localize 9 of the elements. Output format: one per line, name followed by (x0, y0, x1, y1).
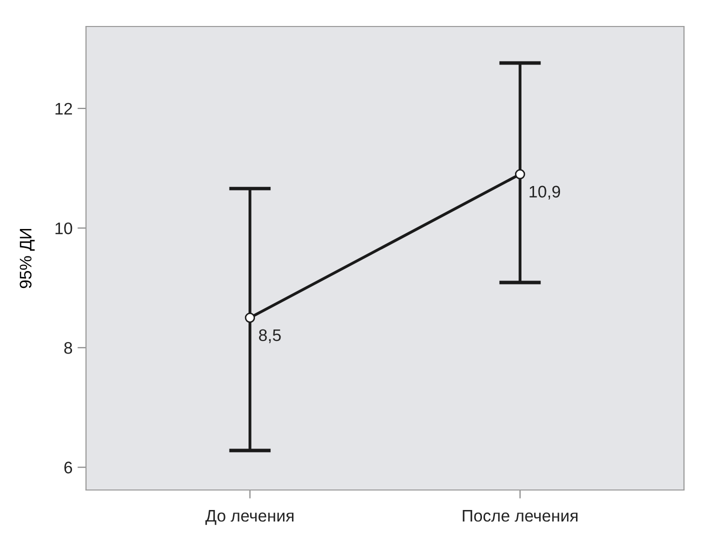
y-tick-label: 12 (56, 102, 72, 114)
y-tick-label: 6 (64, 462, 72, 474)
data-label: 10,9 (530, 186, 560, 200)
x-tick-label: После лечения (462, 510, 578, 522)
y-tick-label: 10 (56, 222, 72, 234)
y-tick-label: 8 (64, 342, 72, 354)
x-tick-label: До лечения (205, 510, 294, 525)
data-label: 8,5 (259, 329, 281, 344)
y-axis-title: 95% ДИ (20, 228, 35, 288)
